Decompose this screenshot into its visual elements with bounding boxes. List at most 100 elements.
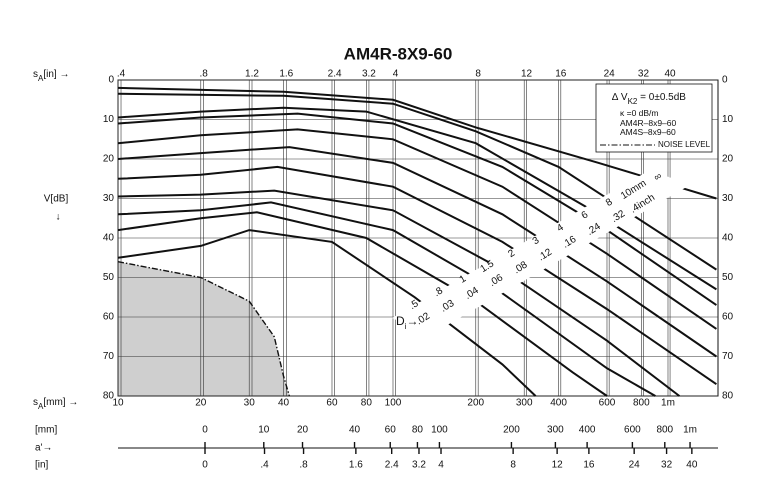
x2-tick-label: 12 — [521, 69, 533, 80]
x-tick-label: 100 — [385, 398, 402, 409]
di-label-rest: → — [406, 314, 418, 328]
y-tick-label: 10 — [103, 114, 115, 125]
a-mm-tick-label: 80 — [412, 425, 424, 436]
x2-tick-label: 16 — [555, 69, 567, 80]
a-mm-tick-label: 10 — [258, 425, 270, 436]
di-label-main: D — [396, 314, 405, 328]
y-tick-label: 30 — [103, 193, 115, 204]
curve-label-mm: 8 — [604, 196, 615, 209]
y-axis-arrow: ↓ — [56, 212, 61, 223]
a-mm-tick-label: 20 — [297, 425, 309, 436]
di-label-sub: i — [405, 322, 407, 331]
x2-tick-label: 32 — [638, 69, 650, 80]
x2-tick-label: 1.2 — [245, 69, 259, 80]
curve-label-mm: 2 — [506, 248, 517, 261]
a-scale-in-unit: [in] — [35, 460, 49, 471]
curve — [117, 229, 537, 397]
y-tick-label: 40 — [103, 233, 115, 244]
x-tick-label: 200 — [467, 398, 484, 409]
legend-note-main: κ =0 dB/m — [620, 108, 659, 118]
x2-tick-label: 2.4 — [328, 69, 342, 80]
x2-tick-label: 4 — [393, 69, 399, 80]
y-tick-label: 80 — [103, 391, 115, 402]
curve — [117, 86, 717, 200]
a-in-tick-label: 0 — [202, 460, 208, 471]
a-mm-tick-label: 40 — [349, 425, 361, 436]
x2-axis-label-rest: [in] → — [43, 69, 69, 80]
x-axis-label-sub: A — [38, 402, 44, 411]
legend-note: AM4R–8x9–60 — [620, 118, 677, 128]
x-tick-label: 80 — [361, 398, 373, 409]
a-in-tick-label: 3.2 — [412, 460, 426, 471]
a-mm-tick-label: 0 — [202, 425, 208, 436]
curve — [117, 146, 717, 358]
x-tick-label: 400 — [550, 398, 567, 409]
curve — [117, 106, 717, 291]
x-tick-label: 40 — [278, 398, 290, 409]
x-tick-label: 30 — [244, 398, 256, 409]
noise-line — [117, 261, 291, 397]
a-in-tick-label: 8 — [510, 460, 516, 471]
a-in-tick-label: 12 — [552, 460, 564, 471]
x-tick-label: 60 — [326, 398, 338, 409]
x2-tick-label: 8 — [475, 69, 481, 80]
x2-tick-label: .8 — [199, 69, 208, 80]
legend-note-main: AM4R–8x9–60 — [620, 118, 677, 128]
curve-label-mm: 6 — [580, 209, 591, 222]
legend-note-rest: = 0±0.5dB — [637, 92, 686, 103]
y-tick-label-right: 60 — [722, 312, 734, 323]
x2-tick-label: 3.2 — [362, 69, 376, 80]
x-tick-label: 600 — [599, 398, 616, 409]
x2-tick-label: 1.6 — [279, 69, 293, 80]
x-tick-label: 800 — [633, 398, 650, 409]
legend-note: ∆ VK2 = 0±0.5dB — [612, 92, 686, 106]
y-tick-label-right: 50 — [722, 272, 734, 283]
legend-noise-label: NOISE LEVEL — [658, 140, 711, 149]
y-tick-label-right: 70 — [722, 351, 734, 362]
curve-label-mm: 4 — [555, 222, 566, 235]
legend-box — [595, 83, 713, 153]
x-tick-label: 300 — [516, 398, 533, 409]
a-scale-mm-unit: [mm] — [35, 425, 57, 436]
curve — [117, 165, 717, 386]
label-band — [392, 170, 690, 335]
y-axis-label: V[dB] — [44, 194, 69, 205]
a-scale-label: a'→ — [35, 443, 52, 454]
curve-label-mm: 3 — [531, 235, 542, 248]
x2-tick-label: 40 — [664, 69, 676, 80]
di-label: Di→ — [396, 314, 418, 330]
legend-note: AM4S–8x9–60 — [620, 127, 676, 137]
curve-label-mm: ∞ — [652, 171, 664, 184]
y-tick-label-right: 40 — [722, 233, 734, 244]
y-tick-label-right: 0 — [722, 75, 728, 86]
y-tick-label: 0 — [108, 75, 114, 86]
a-mm-tick-label: 200 — [503, 425, 520, 436]
y-tick-label-right: 10 — [722, 114, 734, 125]
y-tick-label-right: 80 — [722, 391, 734, 402]
a-in-tick-label: 24 — [629, 460, 641, 471]
x2-tick-label: 24 — [604, 69, 616, 80]
a-mm-tick-label: 400 — [579, 425, 596, 436]
a-mm-tick-label: 300 — [547, 425, 564, 436]
y-tick-label: 60 — [103, 312, 115, 323]
x-axis-label-rest: [mm] → — [43, 397, 78, 408]
a-mm-tick-label: 100 — [431, 425, 448, 436]
a-mm-tick-label: 600 — [624, 425, 641, 436]
a-in-tick-label: 16 — [583, 460, 595, 471]
x-axis-label: sA[mm] → — [33, 397, 78, 411]
a-in-tick-label: 1.6 — [349, 460, 363, 471]
y-tick-label-right: 30 — [722, 193, 734, 204]
legend-note: κ =0 dB/m — [620, 108, 659, 118]
x-tick-label: 10 — [112, 398, 124, 409]
x2-axis-label-sub: A — [38, 74, 44, 83]
a-in-tick-label: .4 — [260, 460, 269, 471]
x-axis-label-main: s — [33, 397, 38, 408]
chart-title: AM4R-8X9-60 — [344, 44, 453, 63]
a-in-tick-label: .8 — [299, 460, 308, 471]
y-tick-label: 50 — [103, 272, 115, 283]
a-mm-tick-label: 1m — [683, 425, 697, 436]
a-in-tick-label: 40 — [686, 460, 698, 471]
curve — [117, 128, 717, 330]
